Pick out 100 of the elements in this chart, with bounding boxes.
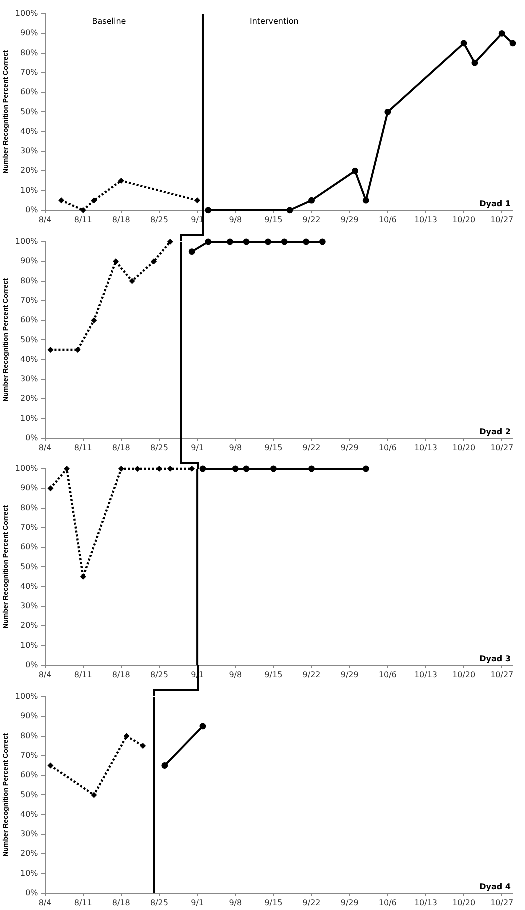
x-tick-label: 8/4	[38, 442, 52, 452]
x-tick-label: 9/29	[340, 670, 359, 680]
y-tick-label: 100%	[15, 464, 39, 474]
y-tick-label: 20%	[20, 394, 39, 403]
x-tick-label: 9/15	[264, 898, 283, 907]
x-tick-label: 9/8	[229, 215, 242, 224]
y-tick-label: 70%	[20, 296, 39, 304]
x-tick-label: 9/15	[264, 670, 283, 680]
y-tick-label: 40%	[20, 582, 39, 591]
y-tick-label: 40%	[20, 354, 39, 364]
x-tick-label: 10/20	[452, 670, 476, 680]
y-tick-label: 80%	[20, 276, 39, 285]
y-tick-label: 0%	[26, 432, 39, 442]
y-tick-label: 100%	[15, 692, 39, 701]
x-tick-label: 9/22	[302, 670, 321, 680]
y-tick-label: 40%	[20, 809, 39, 818]
annotation: Dyad 1	[480, 199, 512, 208]
y-tick-label: 60%	[20, 315, 39, 324]
y-tick-label: 60%	[20, 770, 39, 780]
x-tick-label: 9/1	[191, 442, 204, 452]
x-tick-label: 8/25	[150, 898, 168, 907]
y-tick-label: 30%	[20, 374, 39, 384]
y-tick-label: 90%	[20, 711, 39, 720]
x-tick-label: 10/27	[490, 215, 514, 224]
annotation: Dyad 2	[480, 426, 511, 436]
x-tick-label: 9/29	[340, 898, 359, 907]
x-tick-label: 8/25	[150, 442, 168, 452]
y-tick-label: 10%	[20, 413, 39, 422]
y-tick-label: 10%	[20, 868, 39, 878]
x-tick-label: 10/27	[490, 442, 514, 452]
x-tick-label: 9/1	[191, 898, 204, 907]
x-tick-label: 10/20	[452, 442, 476, 452]
x-tick-label: 8/25	[150, 215, 168, 224]
x-tick-label: 8/4	[38, 670, 52, 680]
x-tick-label: 9/15	[264, 215, 283, 224]
y-tick-label: 90%	[20, 28, 39, 38]
x-tick-label: 8/11	[74, 215, 92, 224]
y-tick-label: 70%	[20, 750, 39, 760]
y-tick-label: 0%	[26, 205, 39, 214]
x-tick-label: 8/18	[112, 215, 130, 224]
x-tick-label: 9/22	[302, 442, 321, 452]
y-tick-label: 0%	[26, 660, 39, 670]
y-tick-label: 40%	[20, 126, 39, 136]
x-tick-label: 9/15	[264, 442, 283, 452]
y-tick-label: 80%	[20, 503, 39, 512]
y-tick-label: 60%	[20, 542, 39, 552]
x-tick-label: 9/22	[302, 215, 321, 224]
x-tick-label: 9/29	[340, 215, 359, 224]
x-tick-label: 10/6	[378, 670, 397, 680]
y-tick-label: 80%	[20, 48, 39, 58]
y-tick-label: 30%	[20, 829, 39, 838]
y-tick-label: 80%	[20, 730, 39, 740]
x-tick-label: 8/11	[74, 670, 92, 680]
y-tick-label: 50%	[20, 562, 39, 572]
y-tick-label: 20%	[20, 848, 39, 858]
x-tick-label: 8/11	[74, 898, 92, 907]
x-tick-label: 10/6	[378, 442, 397, 452]
x-tick-label: 10/27	[490, 670, 514, 680]
y-tick-label: 90%	[20, 484, 39, 493]
x-tick-label: 10/13	[414, 670, 438, 680]
annotation: Dyad 4	[480, 882, 512, 891]
y-tick-label: 50%	[20, 790, 39, 799]
y-tick-label: 20%	[20, 166, 39, 176]
y-tick-label: 60%	[20, 88, 39, 97]
x-tick-label: 8/25	[150, 670, 168, 680]
x-tick-label: 10/20	[452, 215, 476, 224]
y-tick-label: 50%	[20, 334, 39, 344]
x-tick-label: 10/13	[414, 215, 438, 224]
x-tick-label: 8/11	[74, 442, 92, 452]
x-tick-label: 10/6	[378, 215, 397, 224]
x-tick-label: 8/4	[38, 898, 52, 907]
y-tick-label: 70%	[20, 68, 39, 77]
x-tick-label: 8/18	[112, 670, 130, 680]
y-tick-label: 10%	[20, 640, 39, 650]
y-tick-label: 100%	[15, 9, 39, 18]
x-tick-label: 8/18	[112, 898, 130, 907]
annotation: Baseline	[92, 17, 126, 26]
y-tick-label: 90%	[20, 256, 39, 266]
annotation: Dyad 3	[480, 654, 511, 664]
y-tick-label: 50%	[20, 107, 39, 116]
y-tick-label: 30%	[20, 602, 39, 611]
x-tick-label: 9/1	[191, 215, 204, 224]
x-tick-label: 9/8	[229, 670, 242, 680]
x-tick-label: 8/4	[38, 215, 52, 224]
y-tick-label: 20%	[20, 621, 39, 630]
y-tick-label: 100%	[15, 236, 39, 246]
x-tick-label: 9/22	[302, 898, 321, 907]
y-tick-label: 70%	[20, 523, 39, 532]
x-tick-label: 9/29	[340, 442, 359, 452]
y-tick-label: 0%	[26, 888, 39, 897]
y-tick-label: 10%	[20, 186, 39, 195]
y-tick-label: 30%	[20, 146, 39, 156]
x-tick-label: 10/13	[414, 442, 438, 452]
x-tick-label: 8/18	[112, 442, 130, 452]
x-tick-label: 10/6	[378, 898, 397, 907]
x-tick-label: 9/8	[229, 898, 242, 907]
x-tick-label: 10/13	[414, 898, 438, 907]
x-tick-label: 10/27	[490, 898, 514, 907]
x-tick-label: 10/20	[452, 898, 476, 907]
annotation: Intervention	[250, 17, 299, 26]
